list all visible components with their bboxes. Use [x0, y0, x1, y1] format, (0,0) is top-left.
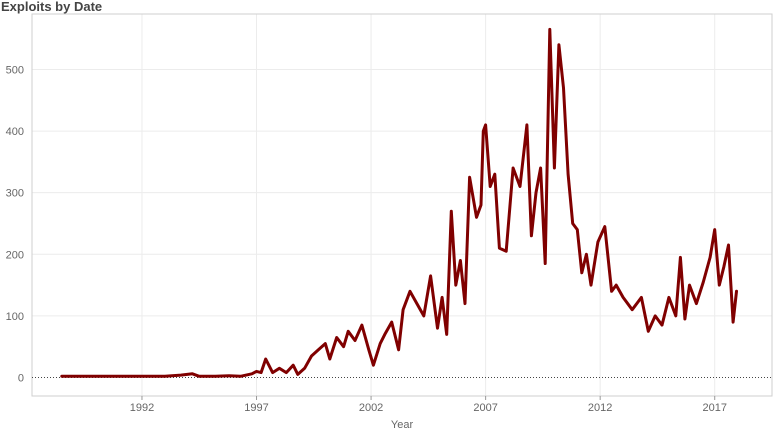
y-tick-label: 100: [6, 311, 24, 323]
y-tick-label: 0: [18, 373, 24, 385]
y-tick-label: 200: [6, 249, 24, 261]
y-tick-label: 300: [6, 188, 24, 200]
chart-title: Exploits by Date: [1, 0, 103, 14]
x-tick-label: 1997: [244, 402, 268, 414]
x-tick-label: 2007: [473, 402, 497, 414]
grid-lines: [32, 14, 772, 396]
x-tick-label: 2017: [702, 402, 726, 414]
x-axis: 1992 1997 2002 2007 2012 2017: [130, 396, 727, 414]
x-tick-label: 1992: [130, 402, 154, 414]
y-tick-label: 500: [6, 64, 24, 76]
y-axis: 0 100 200 300 400 500: [6, 64, 24, 384]
x-tick-label: 2002: [359, 402, 383, 414]
plot-area: [31, 13, 773, 397]
y-tick-label: 400: [6, 126, 24, 138]
series-line: [60, 27, 738, 378]
x-axis-title: Year: [391, 419, 414, 431]
x-tick-label: 2012: [588, 402, 612, 414]
